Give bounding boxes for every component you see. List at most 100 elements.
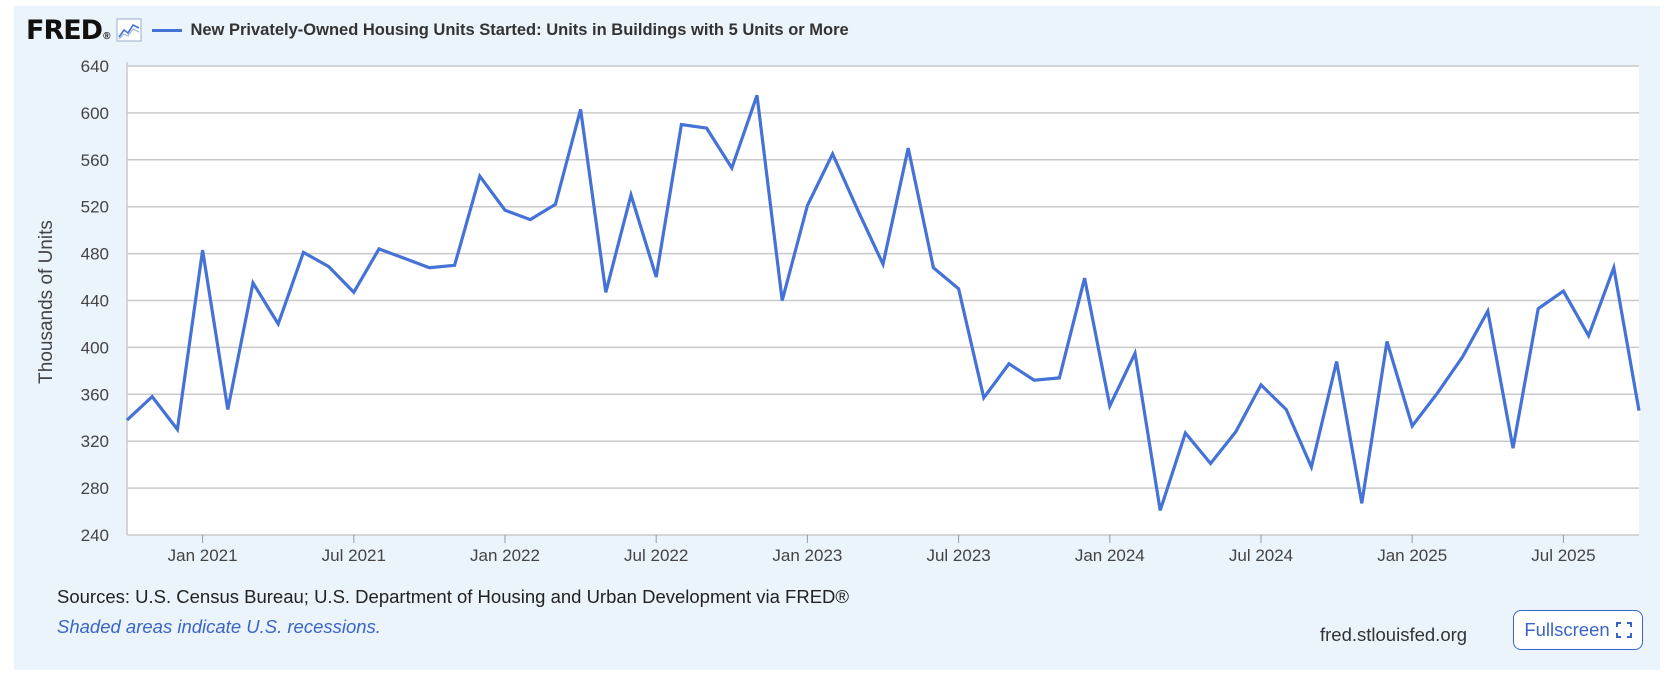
data-point[interactable] (1028, 374, 1040, 386)
x-tick-2025-07: Jul 2025 (1531, 546, 1595, 565)
data-point[interactable] (373, 243, 385, 255)
data-point[interactable] (499, 204, 511, 216)
data-point[interactable] (1356, 497, 1368, 509)
data-point[interactable] (423, 262, 435, 274)
data-point[interactable] (877, 258, 889, 270)
data-point[interactable] (1482, 305, 1494, 317)
data-point[interactable] (398, 252, 410, 264)
data-point[interactable] (701, 122, 713, 134)
data-point[interactable] (852, 204, 864, 216)
y-tick-240: 240 (81, 526, 109, 545)
x-tick-labels: Jan 2021 Jul 2021 Jan 2022 Jul 2022 Jan 2023… (168, 546, 1596, 565)
sources-text: Sources: U.S. Census Bureau; U.S. Depart… (57, 586, 850, 607)
recession-note: Shaded areas indicate U.S. recessions. (57, 616, 381, 637)
fullscreen-button[interactable]: Fullscreen (1513, 610, 1643, 650)
data-point[interactable] (751, 89, 763, 101)
data-point[interactable] (776, 295, 788, 307)
data-point[interactable] (146, 391, 158, 403)
y-tick-640: 640 (81, 57, 109, 76)
data-point[interactable] (1104, 400, 1116, 412)
data-point[interactable] (1179, 427, 1191, 439)
data-point[interactable] (1205, 458, 1217, 470)
data-point[interactable] (650, 271, 662, 283)
y-tick-labels: 240 280 320 360 400 440 480 520 560 600 640 (81, 57, 109, 545)
y-axis-label: Thousands of Units (36, 220, 57, 384)
data-point[interactable] (1431, 387, 1443, 399)
series-line-0[interactable] (125, 94, 1641, 511)
data-point[interactable] (297, 246, 309, 258)
data-point[interactable] (1079, 272, 1091, 284)
data-point[interactable] (953, 283, 965, 295)
data-point[interactable] (1633, 405, 1645, 417)
data-point[interactable] (474, 170, 486, 182)
fullscreen-icon (1615, 622, 1632, 638)
graph-icon[interactable] (116, 18, 142, 42)
data-point[interactable] (902, 142, 914, 154)
data-point[interactable] (1230, 426, 1242, 438)
data-point[interactable] (927, 262, 939, 274)
data-point[interactable] (801, 200, 813, 212)
data-point[interactable] (121, 414, 133, 426)
data-point[interactable] (1129, 347, 1141, 359)
x-tick-2021-07: Jul 2021 (322, 546, 386, 565)
data-point[interactable] (1305, 461, 1317, 473)
data-point[interactable] (1583, 330, 1595, 342)
data-point[interactable] (978, 392, 990, 404)
data-point[interactable] (222, 404, 234, 416)
chart-header: FRED ® New Privately-Owned Housing Units… (26, 14, 849, 46)
x-tick-2023-07: Jul 2023 (926, 546, 990, 565)
data-point[interactable] (625, 189, 637, 201)
data-point[interactable] (1507, 442, 1519, 454)
data-point[interactable] (1381, 336, 1393, 348)
data-point[interactable] (1053, 372, 1065, 384)
series-title: New Privately-Owned Housing Units Starte… (190, 20, 849, 39)
series-group (121, 89, 1645, 516)
y-tick-560: 560 (81, 151, 109, 170)
x-tick-2021-01: Jan 2021 (168, 546, 238, 565)
x-tick-2024-01: Jan 2024 (1075, 546, 1145, 565)
x-tick-2022-07: Jul 2022 (624, 546, 688, 565)
fred-logo-mark: ® (103, 31, 111, 42)
x-tick-2024-07: Jul 2024 (1229, 546, 1293, 565)
y-tick-400: 400 (81, 338, 109, 357)
fred-logo[interactable]: FRED (26, 14, 103, 46)
data-point[interactable] (575, 103, 587, 115)
fullscreen-label: Fullscreen (1524, 619, 1610, 640)
y-tick-520: 520 (81, 198, 109, 217)
data-point[interactable] (675, 119, 687, 131)
data-point[interactable] (1003, 358, 1015, 370)
x-tick-2022-01: Jan 2022 (470, 546, 540, 565)
data-point[interactable] (549, 198, 561, 210)
data-point[interactable] (348, 286, 360, 298)
y-tick-440: 440 (81, 292, 109, 311)
y-tick-280: 280 (81, 479, 109, 498)
data-point[interactable] (323, 261, 335, 273)
data-point[interactable] (272, 318, 284, 330)
data-point[interactable] (1406, 420, 1418, 432)
data-point[interactable] (171, 424, 183, 436)
y-tick-600: 600 (81, 104, 109, 123)
y-tick-320: 320 (81, 432, 109, 451)
data-point[interactable] (449, 259, 461, 271)
data-point[interactable] (247, 277, 259, 289)
data-point[interactable] (524, 214, 536, 226)
y-tick-480: 480 (81, 245, 109, 264)
data-point[interactable] (1608, 262, 1620, 274)
data-point[interactable] (1280, 404, 1292, 416)
data-point[interactable] (1331, 356, 1343, 368)
y-tick-360: 360 (81, 385, 109, 404)
site-link[interactable]: fred.stlouisfed.org (1320, 624, 1468, 645)
grid-lines (126, 62, 1639, 543)
data-point[interactable] (726, 162, 738, 174)
x-tick-2025-01: Jan 2025 (1377, 546, 1447, 565)
data-point[interactable] (827, 148, 839, 160)
data-point[interactable] (1255, 379, 1267, 391)
data-point[interactable] (1154, 504, 1166, 516)
data-point[interactable] (197, 244, 209, 256)
data-point[interactable] (600, 286, 612, 298)
legend-line-swatch (152, 28, 183, 32)
data-point[interactable] (1532, 303, 1544, 315)
data-point[interactable] (1457, 351, 1469, 363)
data-point[interactable] (1557, 285, 1569, 297)
